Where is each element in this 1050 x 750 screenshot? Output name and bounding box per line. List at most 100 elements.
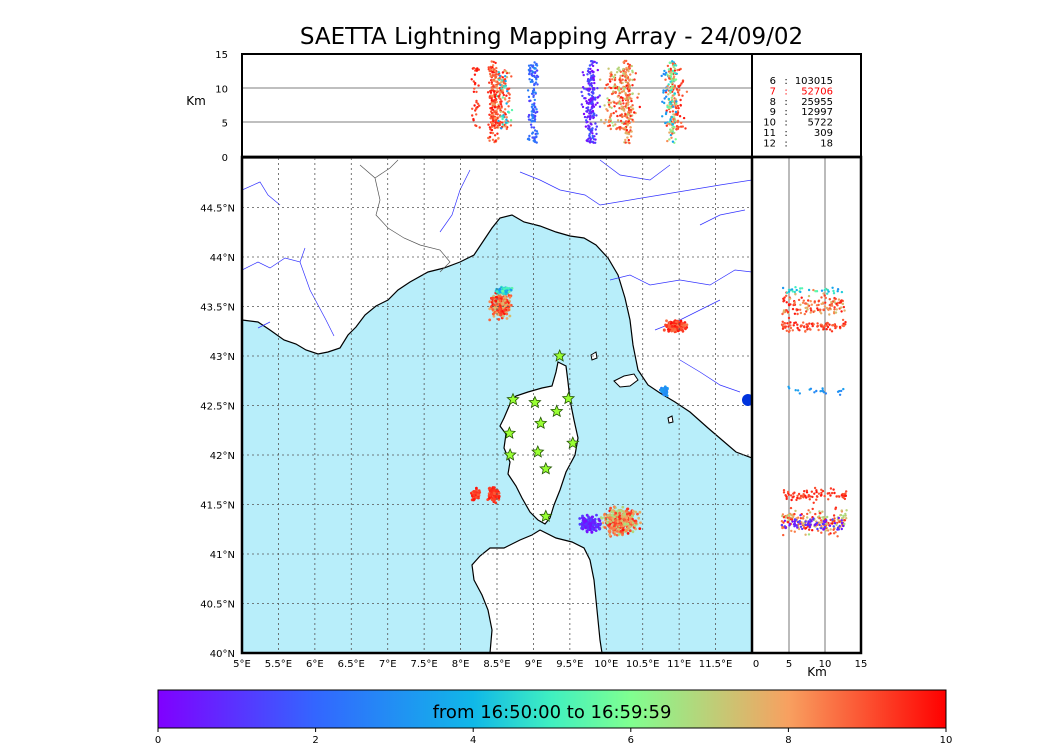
lightning-point bbox=[595, 61, 598, 65]
lightning-point bbox=[531, 80, 534, 83]
lightning-point bbox=[813, 492, 816, 495]
lightning-point bbox=[830, 330, 834, 333]
lightning-point bbox=[607, 524, 611, 527]
lightning-point bbox=[791, 516, 795, 519]
colorbar-tick-label: 8 bbox=[785, 735, 791, 746]
lightning-point bbox=[621, 115, 624, 119]
lightning-point bbox=[536, 83, 539, 86]
lightning-point bbox=[672, 113, 675, 116]
lightning-point bbox=[530, 120, 533, 123]
lightning-point bbox=[826, 492, 829, 495]
lightning-point bbox=[806, 516, 809, 519]
lightning-point bbox=[842, 524, 845, 528]
lightning-point bbox=[487, 123, 490, 126]
lightning-point bbox=[631, 118, 634, 122]
lightning-point bbox=[488, 496, 491, 500]
lightning-point bbox=[783, 519, 787, 522]
lightning-point bbox=[780, 520, 784, 523]
lightning-point bbox=[533, 71, 537, 75]
lightning-point bbox=[527, 64, 531, 67]
border-line bbox=[374, 159, 399, 179]
lightning-point bbox=[818, 521, 822, 524]
lightning-point bbox=[626, 136, 629, 139]
lightning-point bbox=[627, 118, 630, 121]
lightning-point bbox=[789, 324, 792, 327]
lightning-point bbox=[799, 517, 803, 520]
lightning-point bbox=[510, 75, 513, 78]
lightning-point bbox=[819, 519, 823, 522]
lightning-point bbox=[587, 67, 590, 71]
lon-label: 11.5°E bbox=[699, 659, 733, 670]
lightning-point bbox=[591, 136, 594, 139]
lightning-point bbox=[588, 128, 591, 131]
lightning-point bbox=[589, 518, 592, 521]
lightning-point bbox=[624, 75, 627, 78]
lightning-point bbox=[837, 516, 840, 520]
lightning-point bbox=[591, 523, 595, 527]
lightning-point bbox=[533, 104, 536, 107]
lightning-point bbox=[832, 289, 835, 293]
lightning-point bbox=[791, 307, 795, 311]
lightning-point bbox=[844, 320, 847, 324]
lightning-point bbox=[622, 85, 625, 89]
lightning-point bbox=[838, 389, 841, 393]
lightning-point bbox=[804, 533, 807, 536]
lightning-point bbox=[840, 310, 843, 313]
lightning-point bbox=[621, 99, 624, 102]
count-value: 52706 bbox=[801, 86, 833, 97]
lightning-point bbox=[617, 533, 621, 536]
lightning-point bbox=[808, 498, 811, 501]
lightning-point bbox=[631, 71, 634, 74]
top-ytick: 5 bbox=[222, 119, 228, 130]
lightning-point bbox=[634, 72, 637, 75]
lightning-point bbox=[624, 138, 627, 142]
lightning-point bbox=[831, 324, 834, 327]
lightning-point bbox=[488, 135, 492, 139]
lightning-point bbox=[590, 102, 593, 105]
lat-label: 44°N bbox=[210, 253, 235, 264]
lightning-point bbox=[800, 296, 803, 299]
lightning-point bbox=[611, 519, 615, 522]
lightning-point bbox=[786, 490, 790, 494]
lightning-point bbox=[505, 116, 508, 119]
lightning-point bbox=[603, 512, 607, 516]
top-ylabel: Km bbox=[186, 94, 206, 108]
lightning-point bbox=[670, 136, 673, 139]
lightning-point bbox=[613, 101, 616, 104]
lightning-point bbox=[823, 305, 827, 308]
lightning-point bbox=[670, 73, 674, 76]
lightning-point bbox=[626, 103, 630, 106]
lightning-point bbox=[505, 118, 508, 121]
lightning-point bbox=[618, 78, 621, 81]
lightning-point bbox=[615, 71, 619, 74]
lightning-point bbox=[593, 81, 596, 85]
lightning-point bbox=[594, 523, 598, 527]
lightning-point bbox=[803, 325, 806, 329]
station-star-icon bbox=[566, 436, 580, 449]
lightning-point bbox=[495, 109, 498, 112]
lightning-point bbox=[628, 121, 631, 125]
lightning-point bbox=[619, 529, 623, 533]
lightning-point bbox=[785, 495, 788, 499]
lightning-point bbox=[618, 69, 621, 72]
lightning-point bbox=[625, 74, 629, 78]
count-class: 9 bbox=[770, 107, 776, 118]
lightning-point bbox=[488, 81, 491, 84]
side-xtick: 15 bbox=[855, 659, 868, 670]
lightning-point bbox=[669, 67, 672, 71]
lightning-point bbox=[833, 491, 836, 495]
lightning-point bbox=[472, 90, 476, 94]
lightning-point bbox=[806, 308, 809, 311]
lightning-point bbox=[594, 103, 597, 106]
lightning-point bbox=[784, 526, 787, 530]
lightning-point bbox=[490, 111, 494, 115]
lon-label: 11°E bbox=[667, 659, 691, 670]
lightning-point bbox=[670, 115, 673, 119]
lightning-point bbox=[588, 84, 592, 87]
elba bbox=[613, 373, 639, 388]
lightning-point bbox=[507, 105, 510, 108]
lightning-point bbox=[626, 122, 629, 126]
lightning-point bbox=[816, 325, 819, 328]
lightning-point bbox=[672, 118, 675, 121]
lightning-point bbox=[582, 516, 586, 520]
